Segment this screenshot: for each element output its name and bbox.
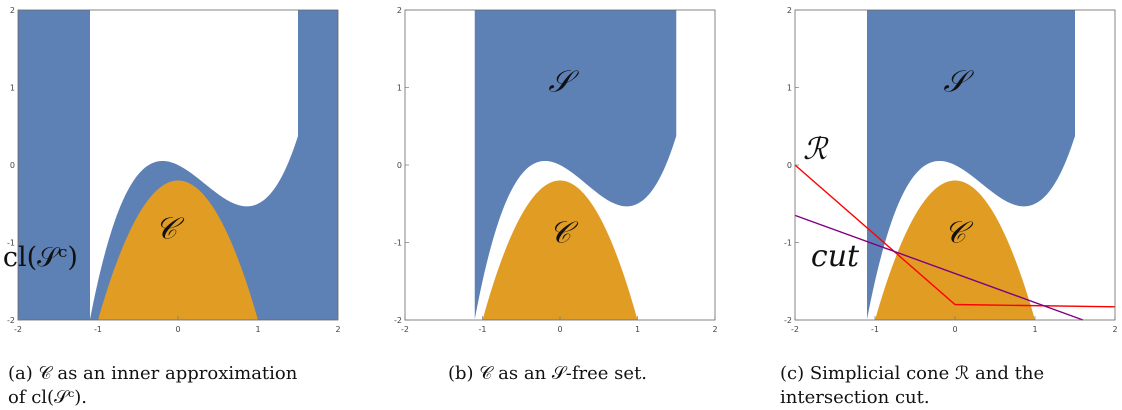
panel-a-ytick-label: -2 xyxy=(7,316,15,325)
panel-a-xtick-label: -1 xyxy=(94,325,102,334)
panel-a-ytick-label: 0 xyxy=(10,161,15,170)
panel-b-xtick-label: 0 xyxy=(557,325,562,334)
panel-a-region-c xyxy=(98,180,258,320)
panel-c-xtick-label: 0 xyxy=(952,325,957,334)
panel-a-xtick-label: 0 xyxy=(175,325,180,334)
panel-b-axes: -2 -1 0 1 2 2 1 0 -1 -2 xyxy=(394,6,718,334)
panel-c-region-s xyxy=(867,10,1075,320)
caption-c-line-2: intersection cut. xyxy=(780,387,930,408)
caption-a: (a) 𝒞 as an inner approximation of cl(𝒮ᶜ… xyxy=(8,362,338,410)
panel-b-region-s xyxy=(474,10,677,320)
panel-c-ytick-label: 2 xyxy=(787,6,792,15)
panel-c-axes: -2 -1 0 1 2 2 1 0 -1 -2 xyxy=(784,6,1118,334)
panel-a-ytick-label: 2 xyxy=(10,6,15,15)
panel-c-xtick-label: -2 xyxy=(791,325,799,334)
panel-c-label-cut: cut xyxy=(811,239,860,274)
panel-b-ytick-label: -1 xyxy=(394,239,402,248)
panel-b-xtick-label: -2 xyxy=(401,325,409,334)
panel-c-region-c xyxy=(875,180,1035,320)
panel-c-label-r: ℛ xyxy=(803,132,829,167)
panel-b-xtick-label: 2 xyxy=(712,325,717,334)
panel-b-ytick-label: 2 xyxy=(397,6,402,15)
panel-c-cone-r xyxy=(794,164,1116,308)
caption-a-line-2: of cl(𝒮ᶜ). xyxy=(8,387,87,408)
panel-c-ytick-label: 0 xyxy=(787,161,792,170)
caption-a-line-1: (a) 𝒞 as an inner approximation xyxy=(8,363,298,384)
panel-c-xtick-label: 2 xyxy=(1112,325,1117,334)
panel-b-xtick-label: 1 xyxy=(635,325,640,334)
panel-a-xtick-label: 2 xyxy=(335,325,340,334)
panel-a-xtick-label: -2 xyxy=(14,325,22,334)
panel-c-cut-line xyxy=(794,214,1084,321)
caption-b-line-1: (b) 𝒞 as an 𝒮-free set. xyxy=(448,363,648,384)
panel-b-ytick-label: -2 xyxy=(394,316,402,325)
panel-a-s-hole xyxy=(90,10,298,320)
panel-b-region-c xyxy=(482,180,638,320)
panel-a-axes: -2 -1 0 1 2 2 1 0 -1 -2 xyxy=(7,6,341,334)
panel-a-xtick-label: 1 xyxy=(255,325,260,334)
panel-a-ytick-label: 1 xyxy=(10,84,15,93)
panel-c-ytick-label: -1 xyxy=(784,239,792,248)
panel-c-xtick-label: 1 xyxy=(1032,325,1037,334)
panel-c-xtick-label: -1 xyxy=(871,325,879,334)
panel-b-xtick-label: -1 xyxy=(479,325,487,334)
panel-a-ytick-label: -1 xyxy=(7,239,15,248)
panel-b-ytick-label: 0 xyxy=(397,161,402,170)
panel-b-ytick-label: 1 xyxy=(397,84,402,93)
caption-c: (c) Simplicial cone ℛ and the intersecti… xyxy=(780,362,1120,410)
caption-c-line-1: (c) Simplicial cone ℛ and the xyxy=(780,363,1045,384)
panel-a-label-complement: cl(𝒮ᶜ) xyxy=(3,242,78,273)
panel-c-ytick-label: -2 xyxy=(784,316,792,325)
panel-c-ytick-label: 1 xyxy=(787,84,792,93)
caption-b: (b) 𝒞 as an 𝒮-free set. xyxy=(448,362,708,386)
